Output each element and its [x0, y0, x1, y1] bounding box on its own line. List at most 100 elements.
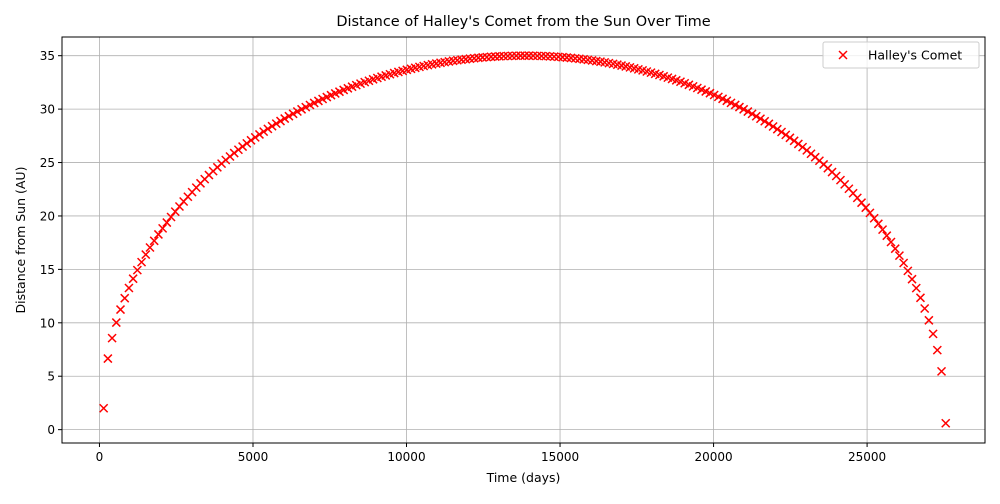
data-point [511, 51, 521, 61]
y-tick-label: 25 [40, 156, 55, 170]
data-point [120, 293, 130, 303]
data-point [145, 242, 155, 253]
data-point [107, 333, 117, 343]
data-point [137, 257, 147, 267]
data-point [869, 213, 879, 223]
x-axis-ticks: 0 5000 10000 15000 20000 25000 [96, 443, 886, 464]
data-point [490, 52, 500, 62]
data-point [288, 109, 298, 119]
data-point [911, 283, 921, 293]
data-point [541, 51, 551, 61]
data-point [292, 106, 302, 117]
data-point [734, 102, 744, 112]
data-point [936, 366, 947, 376]
data-point [873, 219, 883, 229]
data-point [259, 127, 269, 137]
x-tick-label: 20000 [694, 450, 732, 464]
data-point [890, 244, 900, 254]
legend-label-halleys-comet: Halley's Comet [868, 48, 962, 63]
plot-frame [61, 36, 986, 444]
data-point [878, 225, 888, 235]
legend: Halley's Comet [822, 41, 980, 69]
data-point [520, 51, 530, 61]
data-point [111, 318, 121, 328]
data-point [242, 138, 252, 148]
data-point [141, 250, 151, 260]
grid [62, 37, 985, 443]
data-point [907, 274, 917, 284]
data-point [515, 51, 526, 61]
data-point [280, 114, 290, 124]
data-point [115, 305, 126, 315]
data-point [486, 52, 496, 62]
y-tick-label: 0 [47, 423, 55, 437]
data-point [271, 119, 281, 129]
data-point [751, 111, 761, 121]
data-point [899, 258, 909, 268]
y-tick-label: 20 [40, 209, 55, 223]
data-point [915, 293, 925, 303]
data-point [747, 109, 757, 119]
data-point [267, 121, 277, 131]
data-point [781, 130, 791, 140]
data-point [158, 223, 168, 233]
x-tick-label: 15000 [541, 450, 579, 464]
data-point [275, 116, 286, 126]
data-point [132, 265, 142, 275]
data-point [238, 142, 248, 152]
y-tick-label: 35 [40, 49, 55, 63]
data-point [166, 212, 176, 222]
data-point [743, 107, 753, 117]
x-tick-label: 25000 [848, 450, 886, 464]
data-point [103, 354, 113, 364]
x-axis-label: Time (days) [486, 470, 561, 485]
data-point [482, 52, 492, 62]
data-point [932, 345, 942, 355]
data-point [941, 418, 951, 428]
data-point [882, 231, 892, 241]
y-axis-label: Distance from Sun (AU) [13, 167, 28, 314]
legend-box [822, 41, 980, 69]
data-point [928, 329, 938, 339]
data-point [894, 251, 904, 261]
y-axis-ticks: 0 5 10 15 20 25 30 35 [40, 49, 62, 437]
data-point [494, 51, 504, 61]
data-point [755, 114, 766, 124]
y-tick-label: 15 [40, 263, 55, 277]
data-point [128, 274, 138, 284]
data-point [124, 283, 134, 293]
data-point [524, 51, 534, 61]
x-tick-label: 10000 [387, 450, 425, 464]
data-point [776, 127, 787, 137]
data-points [99, 51, 951, 428]
data-point [553, 52, 563, 62]
data-point [764, 119, 774, 129]
data-point [99, 403, 109, 413]
data-point [149, 236, 159, 246]
data-point [886, 237, 896, 247]
x-tick-label: 0 [96, 450, 104, 464]
data-point [153, 229, 163, 239]
y-tick-label: 5 [47, 370, 55, 384]
data-point [760, 116, 770, 126]
data-point [499, 51, 509, 61]
data-point [865, 208, 875, 218]
data-point [263, 124, 273, 134]
data-point [789, 136, 799, 146]
data-point [772, 124, 782, 134]
legend-marker [838, 50, 848, 60]
data-point [250, 132, 260, 142]
data-point [545, 51, 555, 61]
data-point [903, 266, 913, 276]
y-tick-label: 30 [40, 103, 55, 117]
data-point [739, 104, 749, 114]
data-point [254, 129, 264, 139]
data-point [284, 111, 294, 121]
y-tick-label: 10 [40, 316, 55, 330]
data-point [920, 303, 930, 314]
data-point [246, 135, 256, 145]
data-point [162, 218, 172, 228]
chart-title: Distance of Halley's Comet from the Sun … [336, 14, 710, 30]
